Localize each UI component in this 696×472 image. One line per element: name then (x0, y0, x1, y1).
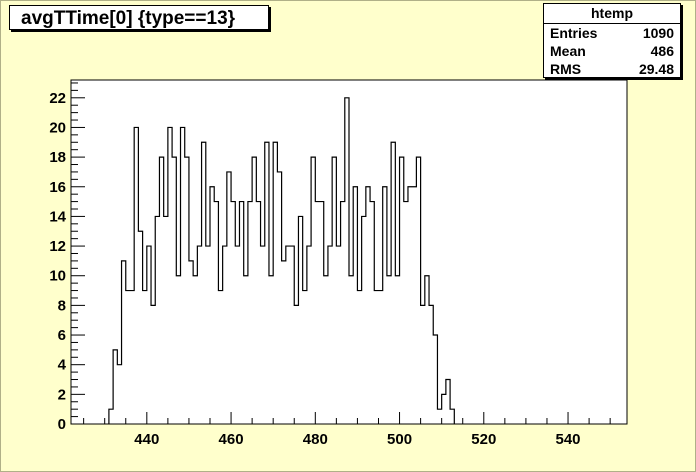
stats-label: Entries (550, 25, 598, 41)
x-tick-label: 440 (134, 431, 159, 448)
y-axis: 0 2 4 6 8 10 12 14 16 18 20 22 (49, 82, 85, 433)
stats-row-mean: Mean 486 (544, 42, 680, 60)
x-tick-label: 500 (387, 431, 412, 448)
y-tick-label: 16 (49, 179, 66, 196)
x-tick-label: 460 (219, 431, 244, 448)
x-tick-label: 480 (303, 431, 328, 448)
stats-box: htemp Entries 1090 Mean 486 RMS 29.48 (543, 3, 681, 78)
x-tick-label: 540 (556, 431, 581, 448)
stats-row-rms: RMS 29.48 (544, 60, 680, 78)
y-tick-label: 6 (58, 327, 66, 344)
histogram-outline (108, 97, 455, 424)
stats-value: 486 (650, 43, 674, 59)
stats-value: 1090 (642, 25, 674, 41)
x-tick-label: 520 (471, 431, 496, 448)
y-tick-label: 8 (58, 297, 66, 314)
chart-title: avgTTime[0] {type==13} (9, 5, 269, 30)
y-tick-label: 4 (58, 357, 67, 374)
y-tick-label: 2 (58, 386, 66, 403)
stats-label: Mean (550, 43, 586, 59)
stats-row-entries: Entries 1090 (544, 24, 680, 42)
x-axis: 440 460 480 500 520 540 (83, 412, 611, 448)
y-tick-label: 20 (49, 119, 66, 136)
y-tick-label: 22 (49, 90, 66, 107)
y-tick-label: 0 (58, 416, 66, 433)
stats-value: 29.48 (638, 61, 674, 77)
y-tick-label: 10 (49, 268, 66, 285)
y-tick-label: 14 (49, 208, 66, 225)
stats-label: RMS (550, 61, 582, 77)
y-tick-label: 12 (49, 238, 66, 255)
y-tick-label: 18 (49, 149, 66, 166)
stats-title: htemp (544, 4, 680, 24)
